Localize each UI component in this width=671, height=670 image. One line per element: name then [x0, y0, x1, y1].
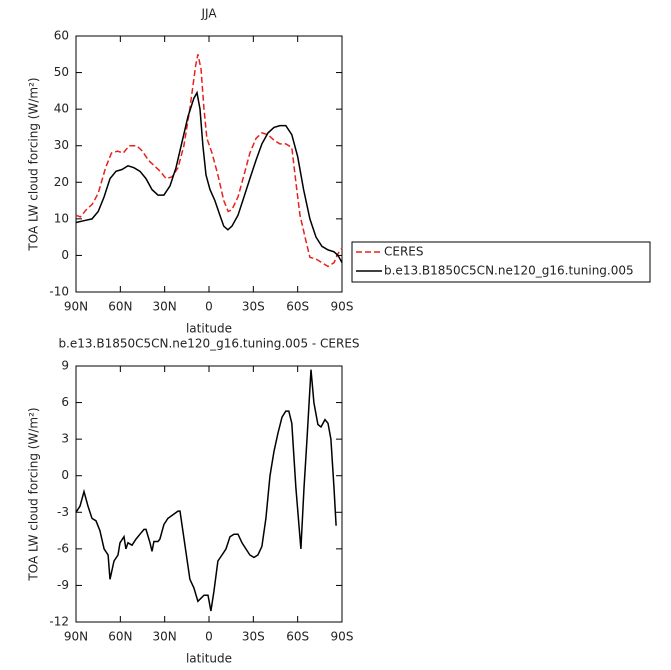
series-line	[75, 369, 337, 612]
x-tick-label: 60S	[286, 630, 309, 644]
x-tick-label: 30S	[242, 300, 265, 314]
x-tick-label: 90S	[331, 630, 354, 644]
y-tick-label: -3	[57, 505, 69, 519]
y-tick-label: 20	[54, 175, 69, 189]
plot-frame	[75, 365, 343, 623]
x-tick-label: 60N	[108, 300, 132, 314]
y-tick-label: 3	[61, 432, 69, 446]
x-axis-label: latitude	[186, 652, 232, 666]
series-line	[75, 90, 343, 264]
x-tick-label: 30N	[153, 300, 177, 314]
y-tick-label: 30	[54, 138, 69, 152]
x-tick-label: 60S	[286, 300, 309, 314]
legend-label: CERES	[384, 245, 424, 259]
legend-label: b.e13.B1850C5CN.ne120_g16.tuning.005	[384, 264, 634, 278]
y-tick-label: 10	[54, 211, 69, 225]
y-tick-label: 6	[61, 395, 69, 409]
x-tick-label: 90N	[64, 300, 88, 314]
y-tick-label: -10	[49, 285, 69, 299]
y-tick-label: 40	[54, 102, 69, 116]
series-line	[75, 54, 343, 268]
y-tick-label: 9	[61, 359, 69, 373]
y-tick-label: 50	[54, 65, 69, 79]
y-tick-label: 0	[61, 468, 69, 482]
y-tick-label: -9	[57, 578, 69, 592]
x-tick-label: 90S	[331, 300, 354, 314]
x-tick-label: 30S	[242, 630, 265, 644]
chart-title: b.e13.B1850C5CN.ne120_g16.tuning.005 - C…	[58, 337, 359, 351]
y-tick-label: 0	[61, 248, 69, 262]
x-axis-label: latitude	[186, 322, 232, 336]
x-tick-label: 0	[205, 300, 213, 314]
legend-box	[351, 241, 651, 283]
y-tick-label: 60	[54, 29, 69, 43]
y-axis-label: TOA LW cloud forcing (W/m²)	[27, 77, 41, 251]
chart-title: JJA	[200, 7, 217, 21]
y-tick-label: -6	[57, 541, 69, 555]
y-axis-label: TOA LW cloud forcing (W/m²)	[27, 407, 41, 581]
plot-frame	[75, 35, 343, 293]
x-tick-label: 60N	[108, 630, 132, 644]
x-tick-label: 30N	[153, 630, 177, 644]
y-tick-label: -12	[49, 615, 69, 629]
x-tick-label: 0	[205, 630, 213, 644]
x-tick-label: 90N	[64, 630, 88, 644]
